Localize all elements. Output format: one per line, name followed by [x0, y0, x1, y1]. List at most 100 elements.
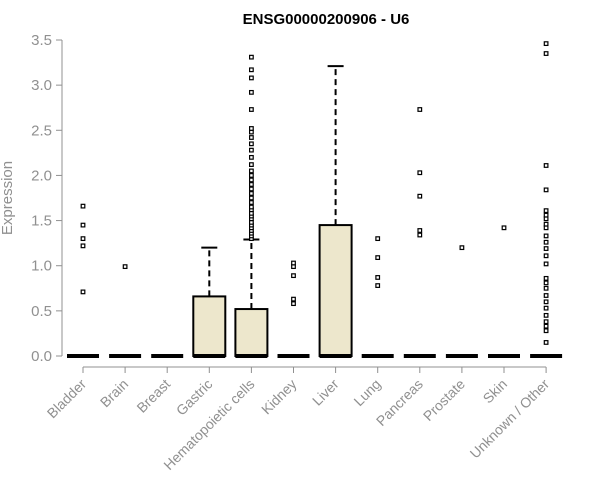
y-axis-label: Expression — [0, 161, 16, 235]
outlier-point — [543, 221, 549, 227]
outlier-point — [417, 193, 423, 199]
outlier-point — [543, 233, 549, 239]
outlier-point — [291, 301, 296, 307]
outlier-point — [249, 195, 254, 201]
x-tick-label: Prostate — [420, 376, 468, 424]
outlier-point — [249, 173, 254, 178]
outlier-point — [80, 236, 86, 242]
outlier-point — [249, 107, 254, 112]
outlier-point — [291, 296, 296, 302]
outlier-point — [249, 162, 254, 167]
outlier-point — [501, 225, 507, 231]
x-tick-label: Breast — [133, 376, 173, 416]
outlier-point — [543, 275, 549, 281]
outlier-point — [80, 243, 86, 249]
outlier-point — [249, 177, 254, 183]
outlier-point — [80, 289, 86, 295]
outlier-point — [249, 54, 254, 60]
y-tick-label: 3.0 — [31, 77, 52, 94]
box-group — [67, 203, 99, 358]
outlier-point — [249, 191, 254, 196]
box-group — [488, 225, 520, 358]
outlier-point — [249, 154, 254, 160]
outlier-point — [249, 168, 254, 174]
outlier-point — [543, 208, 549, 214]
box — [192, 295, 227, 358]
outlier-point — [249, 67, 254, 73]
y-tick-label: 0.5 — [31, 303, 52, 320]
outlier-point — [417, 107, 423, 112]
outlier-point — [122, 264, 128, 270]
outlier-point — [249, 135, 254, 140]
outlier-point — [543, 328, 549, 334]
outlier-point — [375, 275, 381, 280]
outlier-point — [249, 141, 254, 147]
outlier-point — [417, 232, 423, 238]
outlier-point — [417, 228, 423, 233]
x-tick-label: Unknown / Other — [467, 376, 553, 462]
box-group — [277, 260, 310, 358]
outlier-point — [543, 319, 549, 325]
box-group — [192, 246, 227, 358]
box-group — [361, 236, 394, 358]
outlier-point — [249, 182, 254, 187]
outlier-point — [375, 283, 381, 288]
outlier-point — [80, 203, 86, 209]
y-tick-label: 2.5 — [31, 122, 52, 139]
outlier-point — [543, 187, 549, 193]
plot-area — [67, 41, 563, 358]
x-tick-label: Pancreas — [373, 376, 426, 429]
outlier-point — [543, 293, 549, 298]
box-group — [234, 54, 269, 358]
outlier-point — [543, 323, 549, 329]
outlier-point — [249, 200, 254, 205]
x-tick-label: Skin — [480, 376, 511, 407]
y-tick-label: 0.0 — [31, 348, 52, 365]
outlier-point — [249, 204, 254, 210]
box — [318, 224, 353, 357]
outlier-point — [291, 273, 296, 279]
x-tick-label: Bladder — [44, 376, 90, 422]
outlier-point — [543, 299, 549, 305]
y-tick-label: 3.5 — [31, 32, 52, 49]
box — [234, 308, 269, 357]
outlier-point — [249, 186, 254, 192]
outlier-point — [543, 280, 549, 286]
outlier-point — [375, 236, 381, 242]
outlier-point — [249, 75, 254, 81]
outlier-point — [543, 212, 549, 218]
x-tick-label: Liver — [309, 376, 342, 409]
y-tick-label: 1.0 — [31, 258, 52, 275]
box-group — [318, 65, 353, 358]
outlier-point — [543, 340, 549, 345]
outlier-point — [543, 41, 549, 47]
x-tick-label: Lung — [350, 376, 383, 409]
outlier-point — [543, 253, 549, 259]
outlier-point — [249, 147, 254, 153]
outlier-point — [249, 126, 254, 131]
outlier-point — [543, 261, 549, 267]
x-tick-label: Brain — [97, 376, 131, 410]
y-tick-label: 1.5 — [31, 213, 52, 230]
outlier-point — [543, 285, 549, 291]
outlier-point — [543, 239, 549, 245]
chart-title: ENSG00000200906 - U6 — [243, 11, 410, 28]
outlier-point — [543, 312, 549, 318]
outlier-point — [543, 305, 549, 311]
outlier-point — [249, 89, 254, 95]
x-tick-label: Kidney — [258, 376, 300, 418]
outlier-point — [543, 51, 549, 56]
box-group — [530, 41, 563, 358]
outlier-point — [80, 222, 86, 228]
outlier-point — [543, 163, 549, 168]
box-group — [445, 245, 478, 358]
outlier-point — [375, 255, 381, 260]
box-group — [403, 107, 436, 358]
box-group — [109, 264, 142, 358]
y-axis: 0.0 0.5 1.0 1.5 2.0 2.5 3.0 3.5 — [31, 32, 63, 365]
outlier-point — [417, 170, 423, 176]
outlier-point — [459, 245, 465, 251]
outlier-point — [291, 260, 296, 266]
